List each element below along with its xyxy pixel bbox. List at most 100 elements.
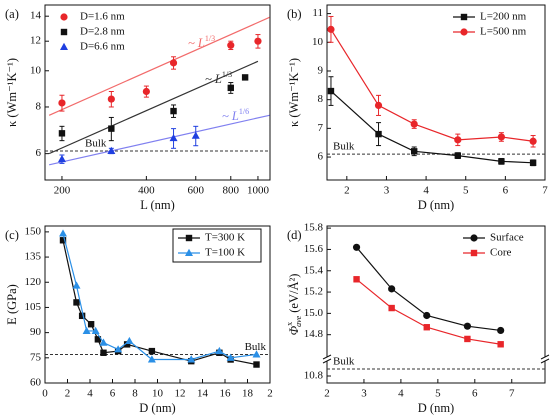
- x-tick-label: 4: [87, 388, 93, 400]
- y-tick-label: 15.0: [304, 307, 324, 319]
- x-tick-label: 2: [324, 388, 330, 400]
- y-tick-label: 12: [30, 35, 41, 47]
- data-point: [497, 326, 505, 335]
- y-tick-label: 10.8: [304, 370, 324, 382]
- y-tick-label: 10: [312, 36, 324, 48]
- axis-break-mark: [322, 354, 332, 360]
- legend-label: Surface: [490, 232, 524, 244]
- legend-marker: [185, 248, 193, 256]
- data-point: [497, 133, 505, 141]
- data-point: [464, 335, 471, 343]
- y-tick-label: 120: [25, 276, 42, 288]
- panel-label: (c): [5, 228, 19, 242]
- legend-marker: [460, 28, 468, 36]
- data-point: [123, 341, 131, 348]
- data-point: [375, 130, 382, 138]
- legend-frame: [172, 228, 262, 263]
- fit-annotation-sup: 1/3: [205, 34, 215, 43]
- y-label-unit: (eV/Å²): [287, 274, 301, 313]
- x-tick-label: 5: [463, 185, 469, 197]
- data-point: [87, 321, 95, 328]
- y-tick-label: 9: [318, 65, 324, 77]
- data-point: [59, 229, 67, 237]
- data-point: [57, 154, 66, 163]
- data-point: [72, 281, 81, 289]
- series-line: [330, 90, 534, 164]
- data-point: [454, 152, 461, 159]
- x-tick-label: 6: [110, 388, 116, 400]
- x-axis-label: D (nm): [139, 401, 175, 415]
- x-tick-label: 0: [42, 388, 48, 400]
- y-axis-label: κ (Wm⁻¹K⁻¹): [5, 58, 19, 127]
- data-point: [78, 312, 86, 320]
- data-point: [388, 304, 395, 312]
- x-tick-label: 4: [423, 185, 429, 197]
- legend-marker: [60, 28, 68, 36]
- legend-label: D=1.6 nm: [80, 11, 125, 23]
- data-point: [227, 84, 234, 92]
- data-point: [147, 355, 156, 363]
- x-tick-label: 16: [220, 388, 232, 400]
- data-point: [529, 159, 537, 166]
- data-point: [454, 136, 462, 144]
- legend-marker: [60, 42, 68, 50]
- y-tick-label: 90: [30, 326, 42, 338]
- y-tick-label: 135: [25, 251, 42, 263]
- data-point: [91, 326, 100, 334]
- bulk-label: Bulk: [85, 137, 107, 149]
- data-point: [327, 25, 335, 33]
- data-point: [498, 158, 505, 165]
- y-label-sub: ave: [294, 315, 303, 327]
- y-label-symbol: Φ: [287, 325, 301, 335]
- data-point: [226, 353, 235, 361]
- fit-annotation: ~ L1/3: [188, 34, 215, 50]
- data-point: [353, 276, 360, 283]
- fit-annotation: ~ L1/6: [222, 107, 249, 123]
- y-tick-label: 150: [25, 225, 42, 237]
- x-tick-label: 8: [132, 388, 138, 400]
- data-point: [227, 41, 235, 49]
- y-tick-label: 8: [36, 101, 42, 113]
- data-point: [327, 87, 335, 95]
- y-tick-label: 14: [30, 10, 42, 22]
- fit-annotation-text: ~ L: [205, 72, 222, 86]
- panel-label: (b): [287, 7, 302, 21]
- fit-annotation-sup: 1/6: [239, 107, 249, 116]
- x-tick-label: 2: [344, 185, 350, 197]
- x-axis-label: L (nm): [140, 198, 175, 212]
- axis-break-mark: [322, 358, 332, 364]
- data-point: [253, 361, 260, 368]
- x-tick-label: 200: [54, 185, 71, 197]
- x-axis-label: D (nm): [418, 401, 454, 415]
- x-tick-label: 4: [398, 388, 404, 400]
- x-tick-label: 800: [223, 185, 240, 197]
- data-point: [411, 148, 418, 155]
- plot-frame: [44, 4, 271, 181]
- x-tick-label: 10: [152, 388, 164, 400]
- data-point: [58, 99, 66, 107]
- legend-marker: [470, 234, 478, 242]
- data-point: [99, 338, 108, 346]
- plot-frame: [326, 4, 546, 181]
- data-point: [497, 341, 504, 348]
- legend-label: D=6.6 nm: [80, 41, 125, 53]
- x-tick-label: 5: [435, 388, 441, 400]
- legend-marker: [470, 249, 478, 257]
- data-point: [82, 326, 91, 334]
- data-point: [108, 125, 115, 132]
- y-tick-label: 14.8: [304, 328, 324, 340]
- legend-label: D=2.8 nm: [80, 26, 125, 38]
- y-tick-label: 7: [318, 122, 324, 134]
- y-tick-label: 15.8: [304, 222, 324, 234]
- legend-label: Core: [490, 247, 512, 259]
- fit-line: [48, 60, 259, 155]
- data-point: [388, 285, 396, 293]
- bulk-label: Bulk: [245, 341, 267, 353]
- panel-label: (d): [287, 228, 302, 242]
- y-axis-label: Φxave (eV/Å²): [285, 274, 303, 336]
- x-tick-label: 7: [542, 185, 548, 197]
- y-axis-label: E (GPa): [5, 284, 19, 325]
- y-tick-label: 75: [30, 351, 42, 363]
- x-tick-label: 1000: [247, 185, 270, 197]
- y-tick-label: 15.4: [304, 264, 324, 276]
